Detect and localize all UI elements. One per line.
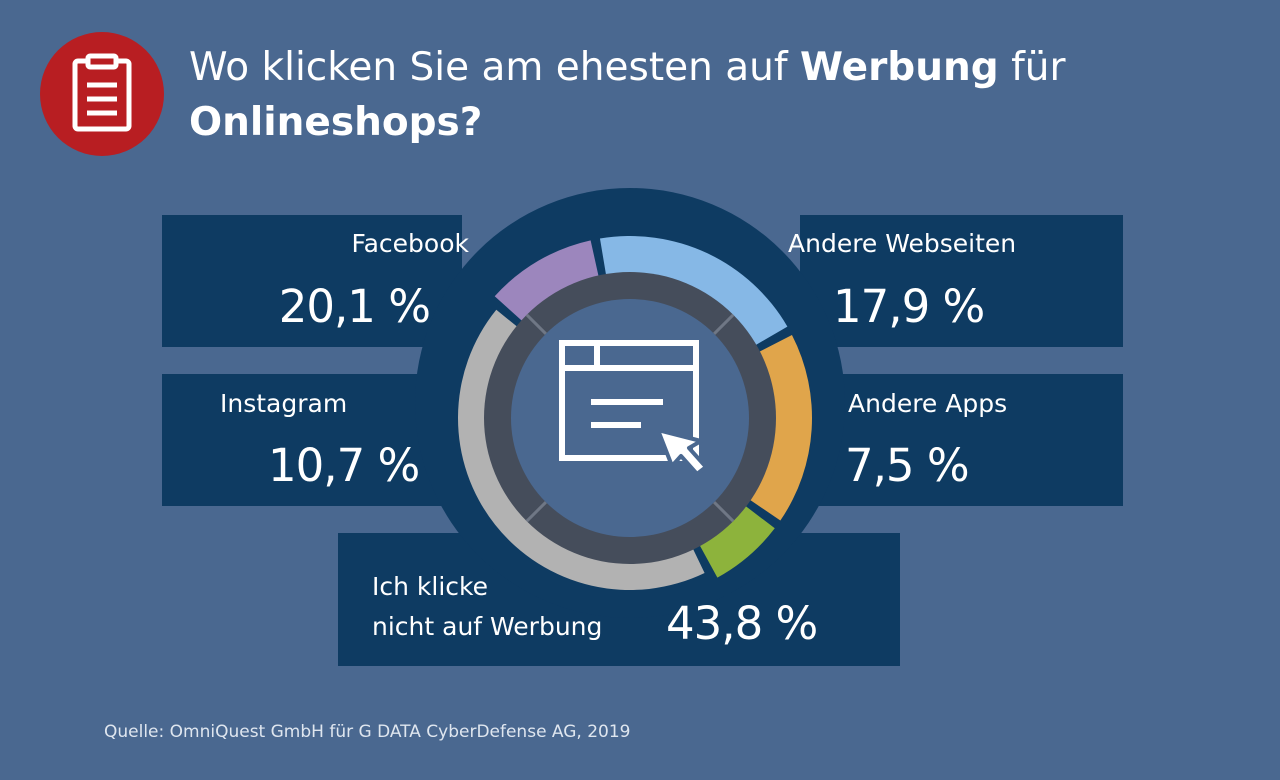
no-ads-label-line2: nicht auf Werbung — [372, 612, 603, 641]
instagram-label: Instagram — [220, 389, 348, 418]
box-other-apps — [800, 374, 1123, 506]
title-bold-2: Onlineshops? — [189, 100, 483, 145]
other-apps-value: 7,5 % — [845, 439, 970, 492]
ring-tick — [713, 501, 735, 523]
slice-andere-apps — [697, 502, 775, 578]
page-title: Wo klicken Sie am ehesten auf Werbung fü… — [189, 40, 1189, 150]
slice-ich-klicke-nicht-auf-werbung — [457, 309, 705, 590]
box-facebook — [162, 215, 462, 347]
no-ads-label-line1: Ich klicke — [372, 572, 488, 601]
other-apps-label: Andere Apps — [848, 389, 1008, 418]
ring-tick — [525, 501, 547, 523]
ring-tick — [525, 313, 547, 335]
inner-ring-ticks — [525, 313, 735, 523]
other-websites-value: 17,9 % — [833, 280, 985, 333]
no-ads-value: 43,8 % — [666, 597, 818, 650]
clipboard-icon — [40, 32, 164, 156]
box-other-websites — [800, 215, 1123, 347]
instagram-value: 10,7 % — [268, 439, 420, 492]
other-websites-label: Andere Webseiten — [788, 229, 1017, 258]
title-text-1: Wo klicken Sie am ehesten auf — [189, 45, 800, 90]
ring-tick — [713, 313, 735, 335]
slice-instagram — [494, 240, 600, 325]
source-note: Quelle: OmniQuest GmbH für G DATA CyberD… — [104, 722, 631, 742]
browser-window-cursor-icon — [559, 340, 708, 476]
box-instagram — [162, 374, 462, 506]
facebook-value: 20,1 % — [278, 280, 431, 333]
title-text-2: für — [998, 45, 1066, 90]
inner-disc — [511, 299, 749, 537]
facebook-label: Facebook — [351, 229, 469, 258]
title-bold-1: Werbung — [799, 45, 999, 90]
